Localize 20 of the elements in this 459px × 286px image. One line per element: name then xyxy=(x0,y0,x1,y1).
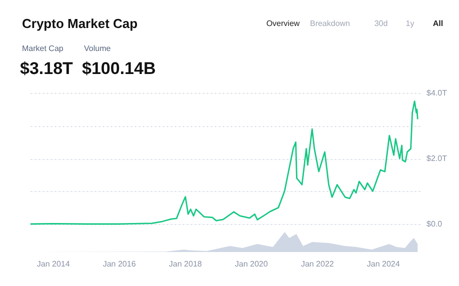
line-series xyxy=(30,100,418,225)
text: All xyxy=(432,19,444,28)
text: 30d xyxy=(374,19,388,28)
x-tick-label: Jan 2024 xyxy=(366,260,400,268)
text: $100.14B xyxy=(82,59,156,78)
x-tick-label: Jan 2018 xyxy=(168,260,202,268)
text: 1y xyxy=(406,19,414,28)
text: Overview xyxy=(266,19,300,28)
y-tick-label: $0.0 xyxy=(426,220,443,228)
chart-title: Crypto Market Cap xyxy=(22,16,138,31)
y-tick-label: $2.0T xyxy=(426,154,448,163)
y-tick-label: $4.0T xyxy=(426,88,448,98)
text: Volume xyxy=(84,44,112,53)
x-tick-label: Jan 2014 xyxy=(36,260,70,268)
text: $3.18T xyxy=(20,59,74,78)
text: Breakdown xyxy=(310,19,350,28)
text: Market Cap xyxy=(22,44,64,53)
x-tick-label: Jan 2020 xyxy=(234,260,268,268)
x-tick-label: Jan 2016 xyxy=(102,260,136,268)
x-tick-label: Jan 2022 xyxy=(300,260,334,268)
